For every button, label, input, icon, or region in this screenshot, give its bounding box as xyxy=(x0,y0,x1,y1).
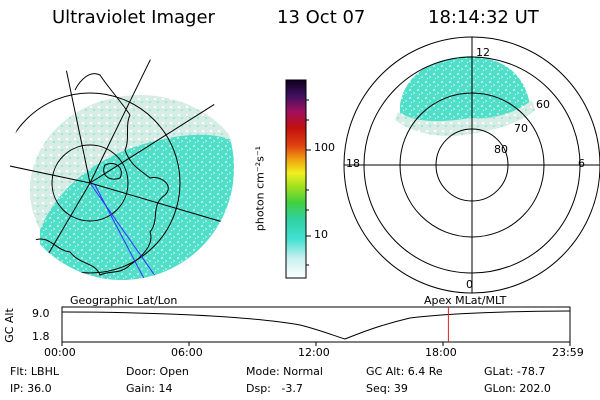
polar-aurora xyxy=(400,56,530,126)
coastline-island xyxy=(103,163,122,180)
status-ip: IP: 36.0 xyxy=(10,382,52,395)
colorbar-tick-10: 10 xyxy=(314,228,328,241)
timeline-right-title: Apex MLat/MLT xyxy=(424,294,507,307)
mlt-label-18: 18 xyxy=(346,157,360,170)
timeline-left-title: Geographic Lat/Lon xyxy=(70,294,178,307)
status-dsp: Dsp: -3.7 xyxy=(246,382,303,395)
status-filter: Flt: LBHL xyxy=(10,365,59,378)
color-scale-bar xyxy=(285,79,307,279)
geographic-image xyxy=(10,56,234,280)
instrument-title: Ultraviolet Imager xyxy=(52,7,215,28)
status-gc-alt: GC Alt: 6.4 Re xyxy=(366,365,443,378)
status-door: Door: Open xyxy=(126,365,189,378)
lat-label-70: 70 xyxy=(514,122,528,135)
colorbar-tick-100: 100 xyxy=(314,141,335,154)
mlt-label-0: 0 xyxy=(466,278,473,291)
status-gain: Gain: 14 xyxy=(126,382,173,395)
status-seq: Seq: 39 xyxy=(366,382,408,395)
lat-label-80: 80 xyxy=(494,143,508,156)
x-tick-1800: 18:00 xyxy=(425,346,457,359)
time-label: 18:14:32 UT xyxy=(428,7,539,28)
status-mode: Mode: Normal xyxy=(246,365,323,378)
status-glon: GLon: 202.0 xyxy=(484,382,551,395)
status-glat: GLat: -78.7 xyxy=(484,365,546,378)
x-tick-0000: 00:00 xyxy=(44,346,76,359)
aurora-region xyxy=(40,134,234,280)
y-tick-9: 9.0 xyxy=(32,307,50,320)
mlt-label-6: 6 xyxy=(578,157,585,170)
timeline-axis-label: GC Alt xyxy=(2,308,16,343)
x-tick-2359: 23:59 xyxy=(552,346,584,359)
y-tick-1-8: 1.8 xyxy=(32,330,50,343)
altitude-curve xyxy=(61,310,571,340)
lat-label-60: 60 xyxy=(536,98,550,111)
mlt-label-12: 12 xyxy=(476,46,490,59)
date-label: 13 Oct 07 xyxy=(277,7,366,28)
satellite-track xyxy=(89,182,166,280)
coastline xyxy=(34,73,169,276)
x-tick-0600: 06:00 xyxy=(171,346,203,359)
polar-plot xyxy=(343,36,600,294)
colorbar-unit-label: photon cm⁻²s⁻¹ xyxy=(253,145,267,232)
x-tick-1200: 12:00 xyxy=(298,346,330,359)
